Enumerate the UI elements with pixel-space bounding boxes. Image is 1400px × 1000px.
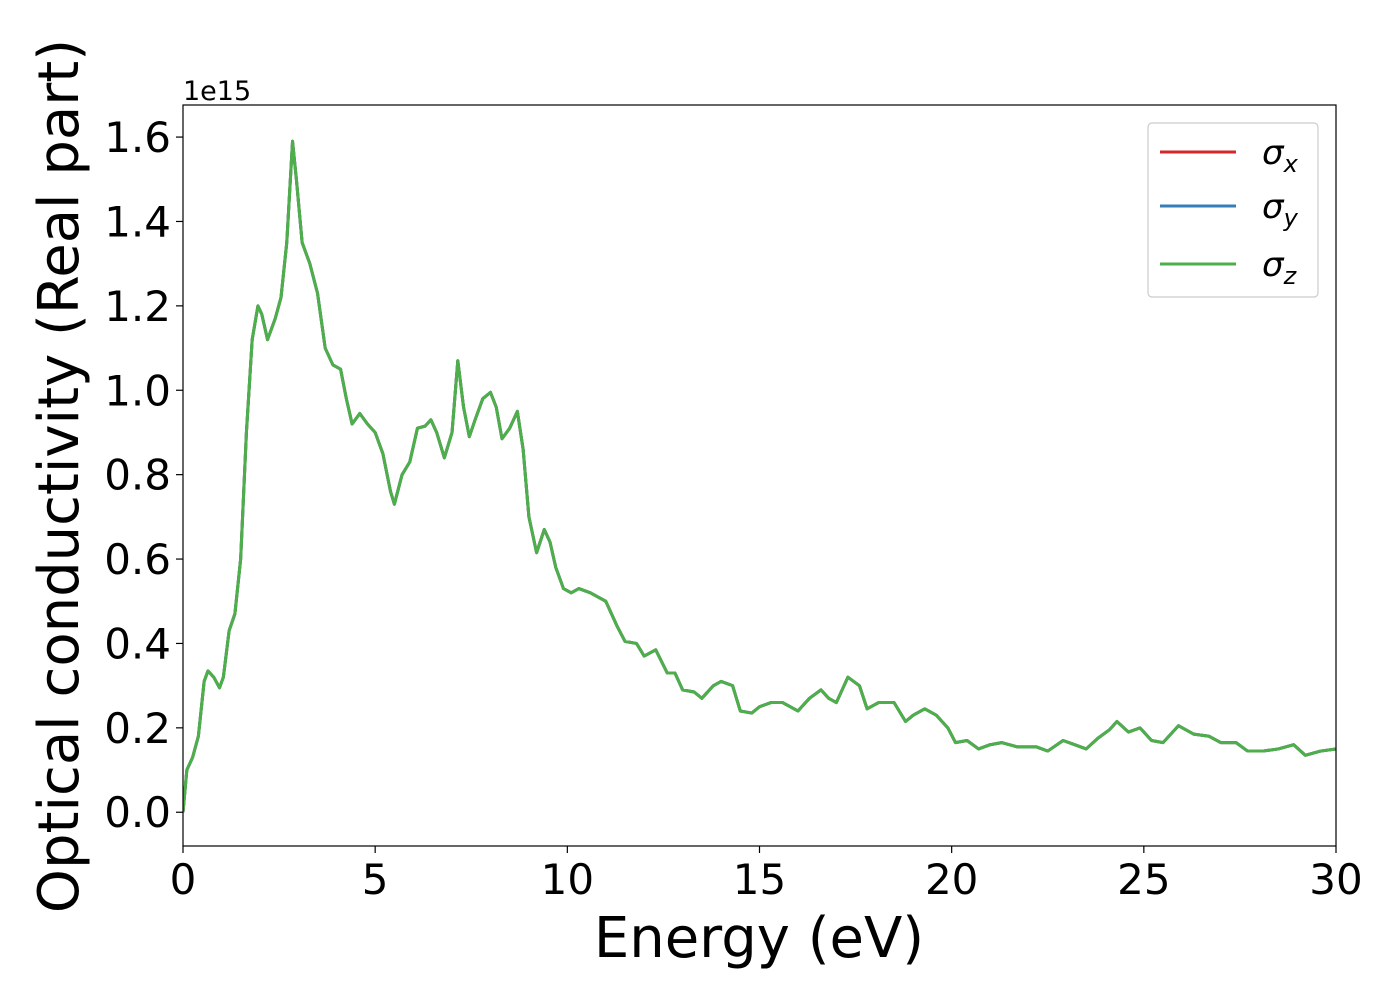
y-tick-label: 0.0	[104, 788, 171, 837]
y-tick-label: 0.4	[104, 619, 171, 668]
y-tick-label: 0.6	[104, 535, 171, 584]
x-tick-label: 20	[925, 855, 978, 904]
x-tick-label: 5	[362, 855, 389, 904]
x-tick-label: 0	[170, 855, 197, 904]
x-axis-label: Energy (eV)	[594, 906, 924, 971]
y-tick-label: 1.6	[104, 113, 171, 162]
x-tick-label: 25	[1117, 855, 1170, 904]
y-tick-label: 0.8	[104, 451, 171, 500]
y-axis-label: Optical conductivity (Real part)	[27, 39, 92, 913]
y-tick-label: 1.2	[104, 282, 171, 331]
y-tick-label: 0.2	[104, 704, 171, 753]
line-series	[183, 139, 1336, 813]
y-tick-label: 1.0	[104, 366, 171, 415]
x-tick-label: 15	[733, 855, 786, 904]
x-tick-label: 30	[1309, 855, 1362, 904]
plot-frame	[182, 104, 1337, 847]
legend-label: σy	[1262, 187, 1299, 232]
legend-box	[1147, 122, 1319, 298]
y-offset-label: 1e15	[183, 76, 251, 107]
y-tick-label: 1.4	[104, 197, 171, 246]
legend-label: σz	[1262, 245, 1298, 290]
x-tick-label: 10	[541, 855, 594, 904]
legend-label: σx	[1262, 133, 1299, 178]
